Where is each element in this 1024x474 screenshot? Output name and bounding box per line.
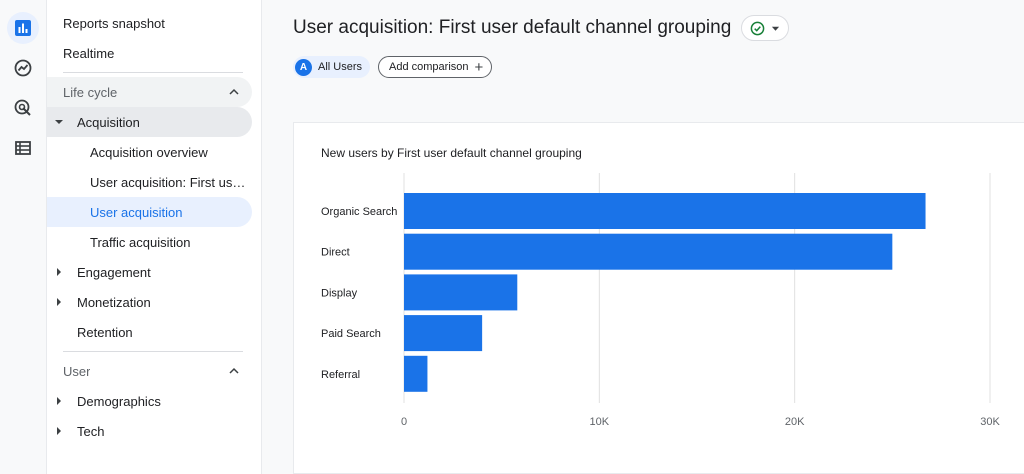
bar-chart: 0 10K 20K 30K Organic Search Direct Display Pai… (321, 173, 1000, 428)
nav-section-lifecycle-label: Life cycle (63, 84, 118, 100)
segment-chip-all-users[interactable]: A All Users (293, 56, 371, 78)
nav-user-acquisition-first-user-label: User acquisition: First user ... (90, 174, 250, 190)
check-circle-icon (750, 21, 765, 35)
nav-realtime[interactable]: Realtime (47, 38, 252, 68)
nav-divider (63, 72, 243, 73)
advertising-icon[interactable] (7, 92, 39, 124)
page-title: User acquisition: First user default cha… (293, 17, 732, 38)
nav-section-user[interactable]: User (47, 356, 252, 386)
category-label: Referral (321, 369, 360, 381)
nav-user-acquisition-first-user[interactable]: User acquisition: First user ... (47, 167, 252, 197)
nav-traffic-acquisition[interactable]: Traffic acquisition (47, 227, 252, 257)
category-label: Display (321, 287, 358, 299)
nav-tech[interactable]: Tech (47, 416, 252, 446)
segment-label: All Users (318, 61, 363, 73)
caret-right-icon (57, 397, 61, 405)
nav-tech-label: Tech (77, 423, 105, 439)
segment-avatar: A (295, 58, 312, 76)
reports-icon[interactable] (7, 12, 39, 44)
nav-acquisition[interactable]: Acquisition (47, 107, 252, 137)
bar[interactable] (404, 233, 893, 270)
nav-acquisition-overview[interactable]: Acquisition overview (47, 137, 252, 167)
nav-user-acquisition-label: User acquisition (90, 204, 183, 220)
nav-retention-label: Retention (77, 324, 133, 340)
nav-user-acquisition[interactable]: User acquisition (47, 197, 252, 227)
nav-divider (63, 351, 243, 352)
nav-reports-snapshot[interactable]: Reports snapshot (47, 8, 252, 38)
configure-icon[interactable] (7, 132, 39, 164)
nav-section-user-label: User (63, 363, 91, 379)
nav-traffic-acquisition-label: Traffic acquisition (90, 234, 191, 250)
report-header: User acquisition: First user default cha… (293, 15, 790, 41)
explore-icon[interactable] (7, 52, 39, 84)
add-comparison-label: Add comparison (389, 61, 469, 73)
nav-acquisition-label: Acquisition (77, 114, 140, 130)
x-tick-label: 0 (401, 416, 407, 428)
x-tick-label: 20K (785, 416, 805, 428)
bar[interactable] (404, 193, 926, 229)
nav-engagement[interactable]: Engagement (47, 257, 252, 287)
caret-right-icon (57, 298, 61, 306)
chevron-up-icon (229, 88, 239, 95)
icon-rail (0, 0, 47, 474)
nav-realtime-label: Realtime (63, 45, 115, 61)
nav-demographics[interactable]: Demographics (47, 386, 252, 416)
bar[interactable] (404, 315, 483, 352)
add-comparison-button[interactable]: Add comparison + (378, 56, 493, 78)
nav-acquisition-overview-label: Acquisition overview (90, 144, 208, 160)
report-status-button[interactable] (741, 15, 790, 41)
bar[interactable] (404, 355, 428, 392)
caret-right-icon (57, 268, 61, 276)
nav-monetization[interactable]: Monetization (47, 287, 252, 317)
nav-retention[interactable]: Retention (47, 317, 252, 347)
dropdown-arrow-icon (772, 26, 780, 31)
nav-reports-snapshot-label: Reports snapshot (63, 15, 165, 31)
nav-engagement-label: Engagement (77, 264, 151, 280)
chart-card: New users by First user default channel … (293, 122, 1024, 474)
nav-monetization-label: Monetization (77, 294, 151, 310)
bar[interactable] (404, 274, 518, 311)
report-main: User acquisition: First user default cha… (262, 0, 1024, 474)
category-label: Organic Search (321, 206, 397, 218)
caret-down-icon (55, 120, 63, 124)
chart-title: New users by First user default channel … (321, 146, 582, 160)
chevron-up-icon (229, 367, 239, 374)
nav-demographics-label: Demographics (77, 393, 161, 409)
x-tick-label: 10K (590, 416, 610, 428)
report-navigation: Reports snapshot Realtime Life cycle Acq… (47, 0, 262, 474)
caret-right-icon (57, 427, 61, 435)
x-tick-label: 30K (980, 416, 1000, 428)
plus-icon: + (474, 58, 484, 76)
category-label: Direct (321, 247, 350, 259)
comparison-bar: A All Users Add comparison + (293, 56, 493, 78)
nav-section-lifecycle[interactable]: Life cycle (47, 77, 252, 107)
category-label: Paid Search (321, 328, 381, 340)
